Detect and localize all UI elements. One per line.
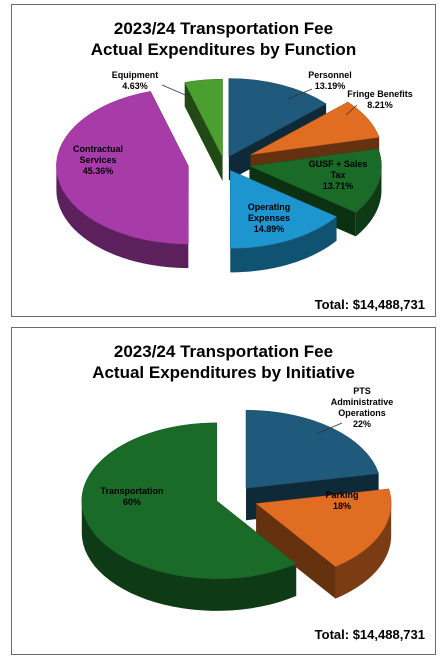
initiative-label-parking: Parking 18% [325, 490, 358, 511]
function-pie-chart: Personnel 13.19%Fringe Benefits 8.21% GUSF … [56, 70, 413, 273]
function-slice-contractual-services-side-0 [56, 166, 189, 269]
function-slice-equipment [184, 78, 223, 158]
function-leader-fringe-benefits [345, 104, 358, 116]
function-label-personnel: Personnel 13.19% [308, 70, 352, 91]
function-slice-fringe-benefits [250, 101, 380, 155]
function-chart-title-line2: Actual Expenditures by Function [90, 40, 357, 59]
function-total-label: Total: $14,488,731 [314, 297, 425, 312]
initiative-pie-chart: PTS Administrative Operations 22% Parking 18%… [81, 386, 394, 611]
function-label-fringe-benefits: Fringe Benefits 8.21% [347, 89, 413, 110]
function-leader-equipment [161, 84, 191, 98]
initiative-chart-title-line2: Actual Expenditures by Initiative [92, 363, 355, 382]
function-label-gusf-sales-tax: GUSF + Sales Tax 13.71% [309, 159, 368, 191]
initiative-label-transportation: Transportation 60% [100, 486, 163, 507]
initiative-slice-parking-edge-1 [256, 503, 336, 599]
initiative-chart-panel: 2023/24 Transportation Fee Actual Expend… [11, 327, 436, 655]
initiative-slice-parking [255, 488, 392, 567]
initiative-slice-pts-administrative-operations [245, 409, 379, 489]
function-slice-personnel [228, 78, 327, 157]
function-chart-title: 2023/24 Transportation Fee Actual Expend… [12, 18, 435, 60]
function-chart-panel: 2023/24 Transportation Fee Actual Expend… [11, 4, 436, 317]
function-label-equipment: Equipment 4.63% [112, 70, 159, 91]
initiative-label-pts-administrative-operations: PTS Administrative Operations 22% [331, 386, 394, 429]
function-slice-gusf-sales-tax-side-0 [355, 166, 382, 237]
function-chart-title-line1: 2023/24 Transportation Fee [113, 19, 334, 38]
function-label-contractual-services: Contractual Services 45.36% [73, 144, 123, 176]
function-slice-operating-expenses-side-0 [230, 216, 337, 273]
function-slice-contractual-services [56, 91, 189, 245]
function-label-operating-expenses: Operating Expenses 14.89% [248, 202, 291, 234]
initiative-leader-pts-administrative-operations [315, 422, 343, 435]
function-slice-equipment-edge-0 [184, 82, 223, 182]
function-leader-personnel [287, 88, 313, 100]
initiative-slice-transportation-side-0 [81, 500, 297, 611]
initiative-chart-title: 2023/24 Transportation Fee Actual Expend… [12, 341, 435, 383]
initiative-slice-transportation [81, 422, 297, 580]
function-slice-gusf-sales-tax [248, 148, 382, 213]
initiative-total-label: Total: $14,488,731 [314, 627, 425, 642]
initiative-chart-title-line1: 2023/24 Transportation Fee [113, 342, 334, 361]
function-slice-operating-expenses [230, 170, 338, 249]
